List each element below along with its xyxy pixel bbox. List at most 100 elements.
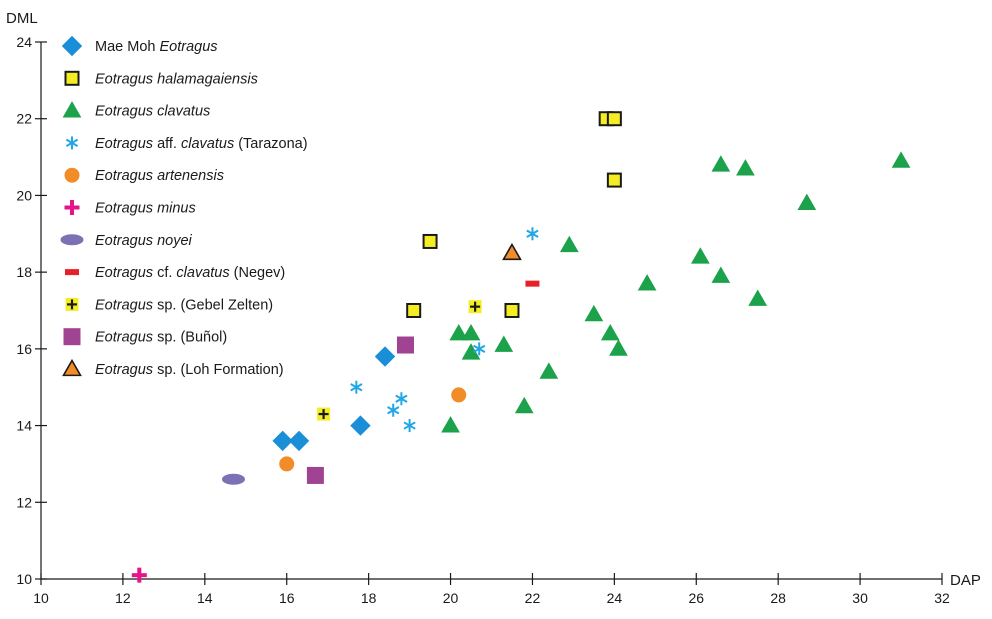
legend-item-gebel-zelten: Eotragus sp. (Gebel Zelten) xyxy=(65,297,273,313)
legend-label-segment: Eotragus xyxy=(95,265,153,281)
data-point-clavatus xyxy=(514,396,534,414)
legend-marker-mae-moh xyxy=(61,35,83,57)
legend-item-minus: Eotragus minus xyxy=(64,200,196,217)
legend-label-segment: sp. (Buñol) xyxy=(153,330,227,346)
legend-label-bunol: Eotragus sp. (Buñol) xyxy=(95,330,227,346)
data-point-clavatus xyxy=(748,289,768,306)
legend-label-segment: sp. (Loh Formation) xyxy=(153,362,284,378)
legend-marker-noyei xyxy=(60,234,84,246)
legend-marker-cf-clavatus xyxy=(65,269,79,276)
data-point-clavatus xyxy=(797,193,817,210)
data-point-clavatus xyxy=(461,324,481,341)
legend-item-artenensis: Eotragus artenensis xyxy=(64,167,224,184)
legend-item-aff-clavatus: Eotragus aff. clavatus (Tarazona) xyxy=(65,136,308,152)
y-tick-label: 12 xyxy=(16,494,32,510)
y-axis-label: DML xyxy=(6,10,38,27)
x-tick-label: 28 xyxy=(770,590,786,606)
x-tick-label: 10 xyxy=(33,590,49,606)
x-tick-label: 18 xyxy=(361,590,377,606)
data-point-artenensis xyxy=(451,387,467,403)
legend-item-halamagaiensis: Eotragus halamagaiensis xyxy=(64,70,258,87)
x-axis-label: DAP xyxy=(950,572,981,589)
legend-label-segment: Eotragus minus xyxy=(95,201,196,217)
x-tick-label: 12 xyxy=(115,590,131,606)
legend-label-segment: Eotragus xyxy=(95,330,153,346)
data-points xyxy=(131,111,911,583)
data-point-halamagaiensis xyxy=(504,303,520,318)
legend-item-bunol: Eotragus sp. (Buñol) xyxy=(63,328,227,346)
data-point-halamagaiensis xyxy=(406,303,422,318)
legend-item-clavatus: Eotragus clavatus xyxy=(62,101,210,120)
x-tick-label: 20 xyxy=(443,590,459,606)
data-point-aff-clavatus xyxy=(526,227,539,241)
data-point-gebel-zelten xyxy=(317,407,331,421)
legend-item-loh: Eotragus sp. (Loh Formation) xyxy=(62,358,284,378)
data-point-clavatus xyxy=(584,304,604,322)
data-point-clavatus xyxy=(494,335,514,352)
legend-marker-bunol xyxy=(63,328,81,346)
legend-marker-halamagaiensis xyxy=(64,70,80,86)
data-point-bunol xyxy=(396,336,414,354)
x-tick-label: 32 xyxy=(934,590,950,606)
data-point-clavatus xyxy=(559,235,579,253)
data-point-clavatus xyxy=(449,324,469,341)
data-point-clavatus xyxy=(539,362,559,379)
x-tick-label: 24 xyxy=(607,590,623,606)
legend-marker-aff-clavatus xyxy=(65,136,79,150)
legend-label-minus: Eotragus minus xyxy=(95,201,196,217)
data-point-aff-clavatus xyxy=(350,380,363,394)
legend-label-segment: Eotragus xyxy=(95,136,153,152)
legend-label-segment: Eotragus noyei xyxy=(95,233,193,249)
legend-label-segment: cf. xyxy=(153,265,176,281)
y-tick-label: 24 xyxy=(16,34,32,50)
legend-label-clavatus: Eotragus clavatus xyxy=(95,104,210,120)
data-point-mae-moh xyxy=(374,346,396,367)
legend-label-segment: clavatus xyxy=(176,265,229,281)
legend-label-segment: Eotragus artenensis xyxy=(95,168,224,184)
x-tick-label: 14 xyxy=(197,590,213,606)
data-point-mae-moh xyxy=(350,415,371,436)
data-point-bunol xyxy=(306,466,324,484)
legend-label-segment: Mae Moh xyxy=(95,39,159,55)
data-point-halamagaiensis xyxy=(606,111,622,127)
legend-label-loh: Eotragus sp. (Loh Formation) xyxy=(95,362,284,378)
x-tick-label: 26 xyxy=(688,590,704,606)
data-point-artenensis xyxy=(279,456,295,472)
legend-label-segment: Eotragus halamagaiensis xyxy=(95,71,258,87)
legend: Mae Moh Eotragus Eotragus halamagaiensis E… xyxy=(60,35,308,378)
x-tick-label: 30 xyxy=(852,590,868,606)
legend-marker-loh xyxy=(62,358,82,377)
data-point-cf-clavatus xyxy=(525,280,540,287)
legend-label-halamagaiensis: Eotragus halamagaiensis xyxy=(95,71,258,87)
legend-label-gebel-zelten: Eotragus sp. (Gebel Zelten) xyxy=(95,297,273,313)
legend-marker-minus xyxy=(64,200,80,215)
legend-label-cf-clavatus: Eotragus cf. clavatus (Negev) xyxy=(95,265,285,281)
legend-label-artenensis: Eotragus artenensis xyxy=(95,168,224,184)
legend-item-noyei: Eotragus noyei xyxy=(60,233,193,249)
data-point-loh xyxy=(502,242,522,261)
axes: 10 12 14 16 18 20 22 24 26 28 30 32 10 12 14 16 18 20 22 24 xyxy=(16,34,950,606)
data-point-halamagaiensis xyxy=(606,172,622,188)
data-point-aff-clavatus xyxy=(473,342,486,356)
legend-label-noyei: Eotragus noyei xyxy=(95,233,193,249)
data-point-mae-moh xyxy=(272,430,293,452)
data-point-gebel-zelten xyxy=(468,300,482,314)
data-point-halamagaiensis xyxy=(422,233,438,249)
data-point-noyei xyxy=(221,473,245,485)
y-tick-label: 18 xyxy=(16,264,32,280)
legend-item-cf-clavatus: Eotragus cf. clavatus (Negev) xyxy=(65,265,285,281)
legend-label-segment: (Tarazona) xyxy=(234,136,307,152)
legend-marker-artenensis xyxy=(64,167,80,183)
data-point-clavatus xyxy=(691,247,710,264)
data-point-clavatus xyxy=(441,416,460,433)
legend-label-segment: Eotragus xyxy=(95,297,153,313)
legend-label-aff-clavatus: Eotragus aff. clavatus (Tarazona) xyxy=(95,136,308,152)
data-point-clavatus xyxy=(609,339,628,356)
data-point-mae-moh xyxy=(288,430,310,452)
data-point-clavatus xyxy=(736,159,755,176)
legend-marker-clavatus xyxy=(62,101,82,118)
y-tick-label: 20 xyxy=(16,187,32,203)
data-point-clavatus xyxy=(711,155,731,172)
y-tick-label: 14 xyxy=(16,418,32,434)
